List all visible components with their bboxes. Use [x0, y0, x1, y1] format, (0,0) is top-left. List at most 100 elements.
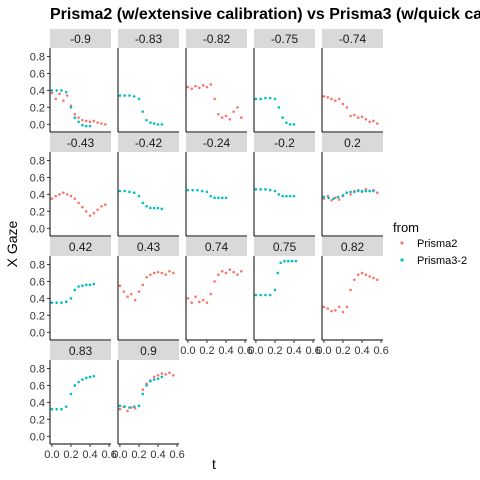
- data-point-prisma3-2: [149, 121, 152, 124]
- data-point-prisma2: [232, 110, 235, 113]
- facet-strip: [118, 237, 179, 256]
- data-point-prisma2: [100, 205, 103, 208]
- data-point-prisma2: [326, 307, 330, 310]
- data-point-prisma3-2: [288, 194, 292, 198]
- data-point-prisma2: [322, 305, 326, 309]
- data-point-prisma2: [224, 271, 228, 275]
- data-point-prisma2: [84, 119, 88, 123]
- facet-panel-m0p2: -0.2: [253, 133, 315, 237]
- x-tick-label: 0.0: [316, 345, 331, 357]
- data-point-prisma2: [345, 106, 349, 109]
- data-point-prisma2: [349, 114, 352, 118]
- facet-strip: [322, 29, 383, 48]
- data-point-prisma3-2: [364, 189, 368, 193]
- data-point-prisma3-2: [60, 301, 63, 304]
- y-tick-label: 0.0: [30, 223, 45, 235]
- data-point-prisma2: [364, 273, 368, 276]
- facet-panel-m0p43: -0.43 0.0 0.2 0.4 0.6 0.8: [30, 133, 111, 237]
- data-point-prisma3-2: [149, 379, 152, 383]
- data-point-prisma3-2: [69, 106, 73, 109]
- facet-panel-0p83: 0.83 0.0 0.2 0.4 0.6 0.8 0.0 0.2 0.4 0.6: [30, 341, 117, 461]
- data-point-prisma2: [156, 373, 160, 377]
- data-point-prisma3-2: [132, 95, 136, 98]
- legend-key-prisma3-2: [400, 258, 404, 262]
- data-point-prisma2: [54, 194, 58, 198]
- facet-strip-label: -0.43: [67, 136, 95, 150]
- data-point-prisma3-2: [292, 194, 296, 198]
- facet-strip: [118, 29, 179, 48]
- facet-strip: [186, 237, 247, 256]
- facet-strip-label: -0.9: [70, 32, 91, 46]
- data-point-prisma3-2: [69, 297, 73, 300]
- data-point-prisma2: [81, 118, 84, 122]
- data-point-prisma3-2: [84, 376, 88, 380]
- data-point-prisma2: [168, 371, 171, 375]
- facet-panel-0p82: 0.82 0.0 0.2 0.4 0.6: [316, 237, 389, 357]
- data-point-prisma2: [194, 84, 197, 88]
- data-point-prisma3-2: [50, 89, 54, 92]
- data-point-prisma3-2: [327, 196, 330, 200]
- data-point-prisma3-2: [84, 124, 88, 128]
- x-tick-label: 0.2: [335, 345, 350, 357]
- y-tick-label: 0.2: [30, 310, 45, 322]
- x-axis-label: t: [212, 456, 216, 472]
- data-point-prisma2: [372, 276, 375, 280]
- data-point-prisma3-2: [254, 293, 258, 297]
- data-point-prisma2: [356, 273, 360, 276]
- data-point-prisma2: [171, 373, 175, 377]
- data-point-prisma2: [368, 120, 371, 124]
- y-tick-label: 0.6: [30, 276, 45, 288]
- y-tick-label: 0.8: [30, 51, 45, 63]
- y-tick-label: 0.2: [30, 102, 45, 114]
- data-point-prisma3-2: [141, 110, 145, 113]
- chart-title: Prisma2 (w/extensive calibration) vs Pri…: [50, 6, 480, 23]
- data-point-prisma2: [149, 273, 152, 276]
- data-point-prisma2: [88, 214, 92, 217]
- facet-strip-label: -0.24: [203, 136, 231, 150]
- y-tick-label: 0.6: [30, 380, 45, 392]
- data-point-prisma3-2: [128, 190, 131, 194]
- data-point-prisma3-2: [349, 190, 352, 194]
- y-tick-label: 0.6: [30, 68, 45, 80]
- legend-key-prisma2: [400, 241, 404, 245]
- data-point-prisma3-2: [360, 189, 364, 193]
- facet-panel-m0p42: -0.42: [117, 133, 179, 237]
- data-point-prisma2: [73, 112, 77, 116]
- y-tick-label: 0.2: [30, 206, 45, 218]
- data-point-prisma3-2: [50, 407, 54, 411]
- data-point-prisma3-2: [220, 196, 224, 200]
- data-point-prisma3-2: [84, 283, 88, 287]
- data-point-prisma3-2: [285, 194, 288, 198]
- data-point-prisma3-2: [73, 288, 77, 292]
- data-point-prisma3-2: [186, 188, 190, 192]
- facet-strip-label: 0.74: [205, 240, 229, 254]
- data-point-prisma3-2: [273, 97, 277, 101]
- data-point-prisma2: [224, 114, 228, 118]
- data-point-prisma2: [209, 292, 213, 296]
- data-point-prisma3-2: [276, 271, 280, 275]
- data-point-prisma2: [130, 406, 133, 409]
- x-tick-label: 0.2: [131, 449, 146, 461]
- facet-panel-0p43: 0.43: [117, 237, 179, 341]
- y-tick-label: 0.0: [30, 327, 45, 339]
- data-point-prisma3-2: [288, 123, 292, 126]
- data-point-prisma3-2: [254, 97, 258, 101]
- data-point-prisma3-2: [264, 188, 267, 191]
- data-point-prisma3-2: [345, 191, 349, 195]
- data-point-prisma2: [126, 295, 129, 299]
- data-point-prisma3-2: [137, 194, 141, 198]
- data-point-prisma3-2: [196, 188, 199, 192]
- data-point-prisma2: [81, 205, 84, 209]
- data-point-prisma2: [88, 120, 92, 124]
- facet-panel-m0p74: -0.74: [321, 29, 383, 133]
- data-point-prisma3-2: [118, 189, 122, 193]
- data-point-prisma3-2: [156, 123, 160, 126]
- data-point-prisma2: [62, 191, 65, 195]
- data-point-prisma2: [77, 116, 80, 119]
- data-point-prisma2: [186, 297, 190, 300]
- data-point-prisma3-2: [273, 288, 277, 292]
- facet-strip: [50, 133, 111, 152]
- facet-panel-0p9: 0.9 0.0 0.2 0.4 0.6: [112, 341, 185, 461]
- data-point-prisma3-2: [64, 90, 68, 94]
- data-point-prisma2: [198, 86, 201, 90]
